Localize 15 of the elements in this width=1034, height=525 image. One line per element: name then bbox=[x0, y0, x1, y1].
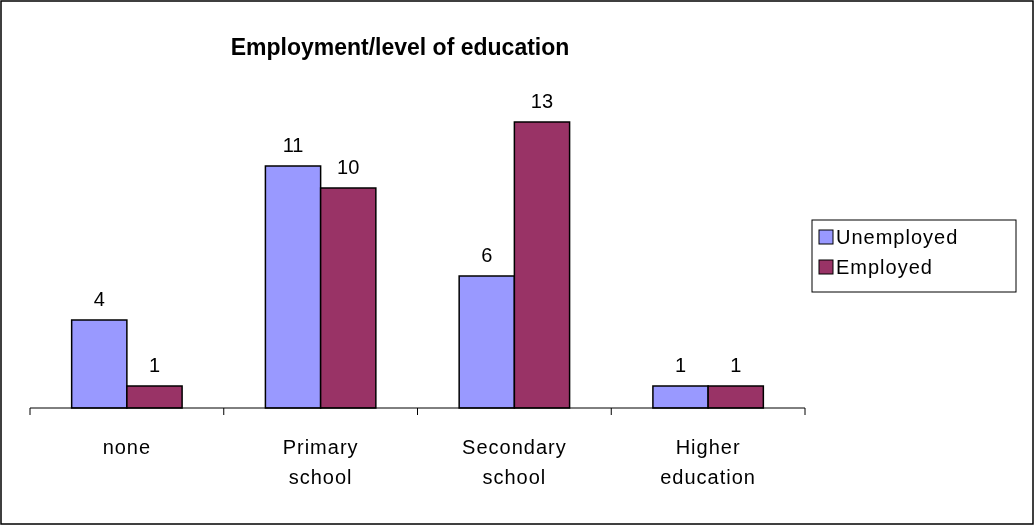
data-label: 11 bbox=[282, 134, 304, 156]
x-tick-label: Higher education bbox=[660, 436, 756, 488]
x-tick-label: Primary school bbox=[282, 436, 359, 488]
data-label: 1 bbox=[148, 354, 161, 376]
x-tick-label: none bbox=[102, 436, 152, 458]
data-label: 10 bbox=[337, 156, 360, 178]
data-label: 6 bbox=[481, 244, 493, 266]
data-label: 13 bbox=[530, 90, 554, 112]
data-label: 4 bbox=[93, 288, 105, 310]
legend-label: Unemployed bbox=[836, 226, 959, 248]
chart-title: Employment/level of education bbox=[230, 34, 570, 60]
data-label: 1 bbox=[674, 354, 687, 376]
x-tick-label: Secondary school bbox=[462, 436, 567, 488]
data-label: 1 bbox=[730, 354, 742, 376]
legend-label: Employed bbox=[836, 256, 933, 278]
